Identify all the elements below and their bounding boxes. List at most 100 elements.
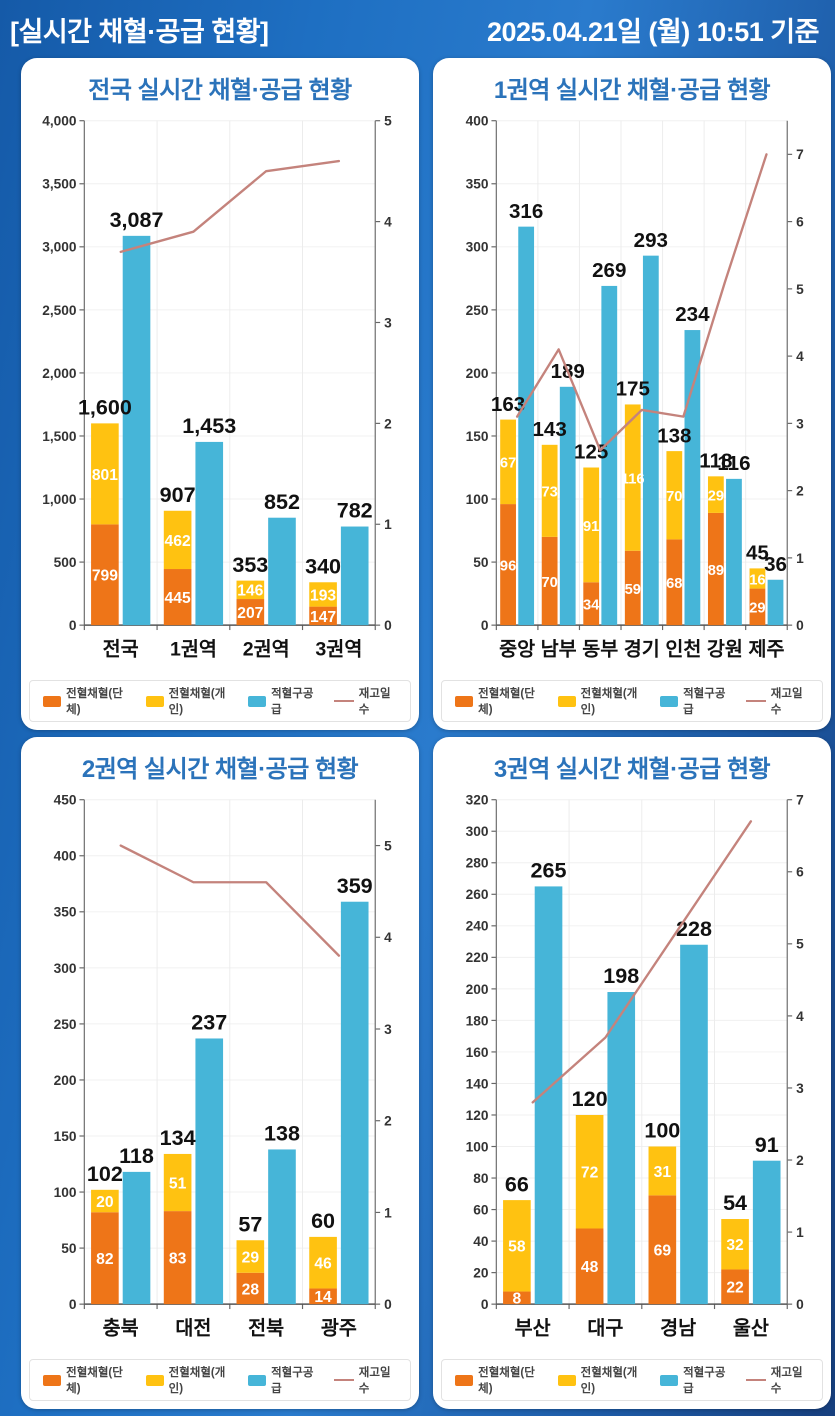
supply-value-label: 237 <box>191 1011 227 1035</box>
stack-total-label: 102 <box>87 1162 123 1186</box>
supply-value-label: 269 <box>592 259 626 282</box>
left-axis-tick-label: 100 <box>54 1185 77 1200</box>
chart-legend-region1: 전혈채혈(단체) 전혈채혈(개인) 적혈구공급 재고일수 <box>441 680 823 724</box>
individual-collection-bar <box>648 1146 677 1196</box>
individual-bar-value-label: 67 <box>500 456 516 472</box>
left-axis-tick-label: 300 <box>466 824 489 839</box>
individual-collection-bar <box>707 476 724 513</box>
group-collection-bar <box>309 606 337 626</box>
category-label: 전국 <box>103 639 139 661</box>
left-axis-tick-label: 320 <box>466 793 489 808</box>
group-collection-bar <box>583 582 600 626</box>
individual-collection-bar <box>503 1200 531 1292</box>
right-axis-tick-label: 3 <box>384 1022 392 1037</box>
stack-total-label: 163 <box>491 393 525 416</box>
chart-legend-region2: 전혈채혈(단체) 전혈채혈(개인) 적혈구공급 재고일수 <box>29 1359 411 1403</box>
supply-value-label: 198 <box>603 964 639 988</box>
supply-bar <box>726 478 742 626</box>
right-axis-tick-label: 2 <box>796 484 804 499</box>
group-collection-bar <box>666 539 683 626</box>
supply-value-label: 3,087 <box>110 208 164 232</box>
category-label: 동부 <box>582 639 618 661</box>
stack-total-label: 125 <box>574 441 608 464</box>
left-axis-tick-label: 3,500 <box>42 177 77 192</box>
category-label: 광주 <box>321 1318 357 1340</box>
left-axis-tick-label: 450 <box>54 793 77 808</box>
supply-value-label: 782 <box>337 499 373 523</box>
group-bar-value-label: 83 <box>169 1251 187 1268</box>
group-bar-value-label: 8 <box>513 1291 522 1308</box>
individual-bar-value-label: 462 <box>165 533 191 550</box>
right-axis-tick-label: 4 <box>796 1009 804 1024</box>
right-axis-tick-label: 2 <box>384 1114 392 1129</box>
right-axis-tick-label: 1 <box>796 1225 804 1240</box>
individual-bar-value-label: 20 <box>96 1194 114 1211</box>
group-bar-value-label: 445 <box>165 590 191 607</box>
legend-label: 적혈구공급 <box>271 688 314 716</box>
left-axis-tick-label: 160 <box>466 1045 489 1060</box>
orange-swatch-icon <box>455 1374 474 1386</box>
group-collection-bar <box>309 1288 337 1305</box>
group-bar-value-label: 48 <box>581 1259 599 1276</box>
right-axis-tick-label: 0 <box>796 618 804 633</box>
stack-total-label: 907 <box>160 483 196 507</box>
left-axis-tick-label: 100 <box>466 1139 489 1154</box>
stack-total-label: 57 <box>238 1212 262 1236</box>
left-axis-tick-label: 280 <box>466 856 489 871</box>
supply-value-label: 138 <box>264 1122 300 1146</box>
category-label: 경남 <box>660 1318 696 1340</box>
individual-collection-bar <box>541 444 558 537</box>
left-axis-tick-label: 250 <box>466 303 489 318</box>
left-axis-tick-label: 180 <box>466 1013 489 1028</box>
right-axis-tick-label: 4 <box>384 930 392 945</box>
group-collection-bar <box>749 588 766 626</box>
supply-bar <box>642 255 659 626</box>
left-axis-tick-label: 260 <box>466 887 489 902</box>
right-axis-tick-label: 7 <box>796 793 804 808</box>
stock-days-line <box>515 153 768 452</box>
chart-legend-region3: 전혈채혈(단체) 전혈채혈(개인) 적혈구공급 재고일수 <box>441 1359 823 1403</box>
blue-swatch-icon <box>248 695 267 707</box>
blue-swatch-icon <box>660 1374 679 1386</box>
right-axis-tick-label: 4 <box>384 214 392 229</box>
supply-value-label: 359 <box>337 874 373 898</box>
legend-box: 전혈채혈(단체) 전혈채혈(개인) 적혈구공급 재고일수 <box>29 1359 411 1401</box>
left-axis-tick-label: 50 <box>473 555 489 570</box>
region3-chart-canvas: 0204060801001201401601802002202402602803… <box>466 793 804 1340</box>
chart-title-region3: 3권역 실시간 채혈·공급 현황 <box>493 756 771 783</box>
legend-item: 적혈구공급 <box>248 685 319 717</box>
left-axis-tick-label: 60 <box>473 1202 489 1217</box>
left-axis-tick-label: 80 <box>473 1171 489 1186</box>
stack-total-label: 1,600 <box>78 396 132 420</box>
individual-bar-value-label: 31 <box>654 1164 672 1181</box>
group-collection-bar <box>163 1211 192 1305</box>
stack-total-label: 138 <box>657 424 691 447</box>
group-collection-bar <box>721 1269 749 1305</box>
group-bar-value-label: 34 <box>583 598 600 614</box>
category-label: 대전 <box>175 1318 211 1340</box>
group-collection-bar <box>500 504 516 626</box>
group-bar-value-label: 28 <box>242 1281 260 1298</box>
orange-swatch-icon <box>43 695 62 707</box>
legend-item: 전혈채혈(단체) <box>455 1364 543 1396</box>
supply-bar <box>684 330 701 626</box>
group-bar-value-label: 69 <box>654 1243 672 1260</box>
supply-bar <box>340 526 369 626</box>
left-axis-tick-label: 250 <box>54 1017 77 1032</box>
supply-bar <box>559 386 576 626</box>
left-axis-tick-label: 1,500 <box>42 429 77 444</box>
legend-label: 전혈채혈(개인) <box>168 1367 226 1395</box>
category-label: 남부 <box>541 639 577 661</box>
stack-total-label: 54 <box>723 1191 747 1215</box>
individual-bar-value-label: 32 <box>726 1237 744 1254</box>
right-axis-tick-label: 7 <box>796 147 804 162</box>
left-axis-tick-label: 2,000 <box>42 366 77 381</box>
chart-panel-region1: 1권역 실시간 채혈·공급 현황 0 50 100 150 200 250 300 350 40… <box>433 58 831 730</box>
individual-bar-value-label: 91 <box>583 519 599 535</box>
legend-label: 재고일수 <box>770 688 803 716</box>
left-axis-tick-label: 4,000 <box>42 114 77 129</box>
right-axis-tick-label: 5 <box>796 937 804 952</box>
line-swatch-icon <box>745 700 766 702</box>
supply-bar <box>767 579 784 626</box>
yellow-swatch-icon <box>145 695 164 707</box>
